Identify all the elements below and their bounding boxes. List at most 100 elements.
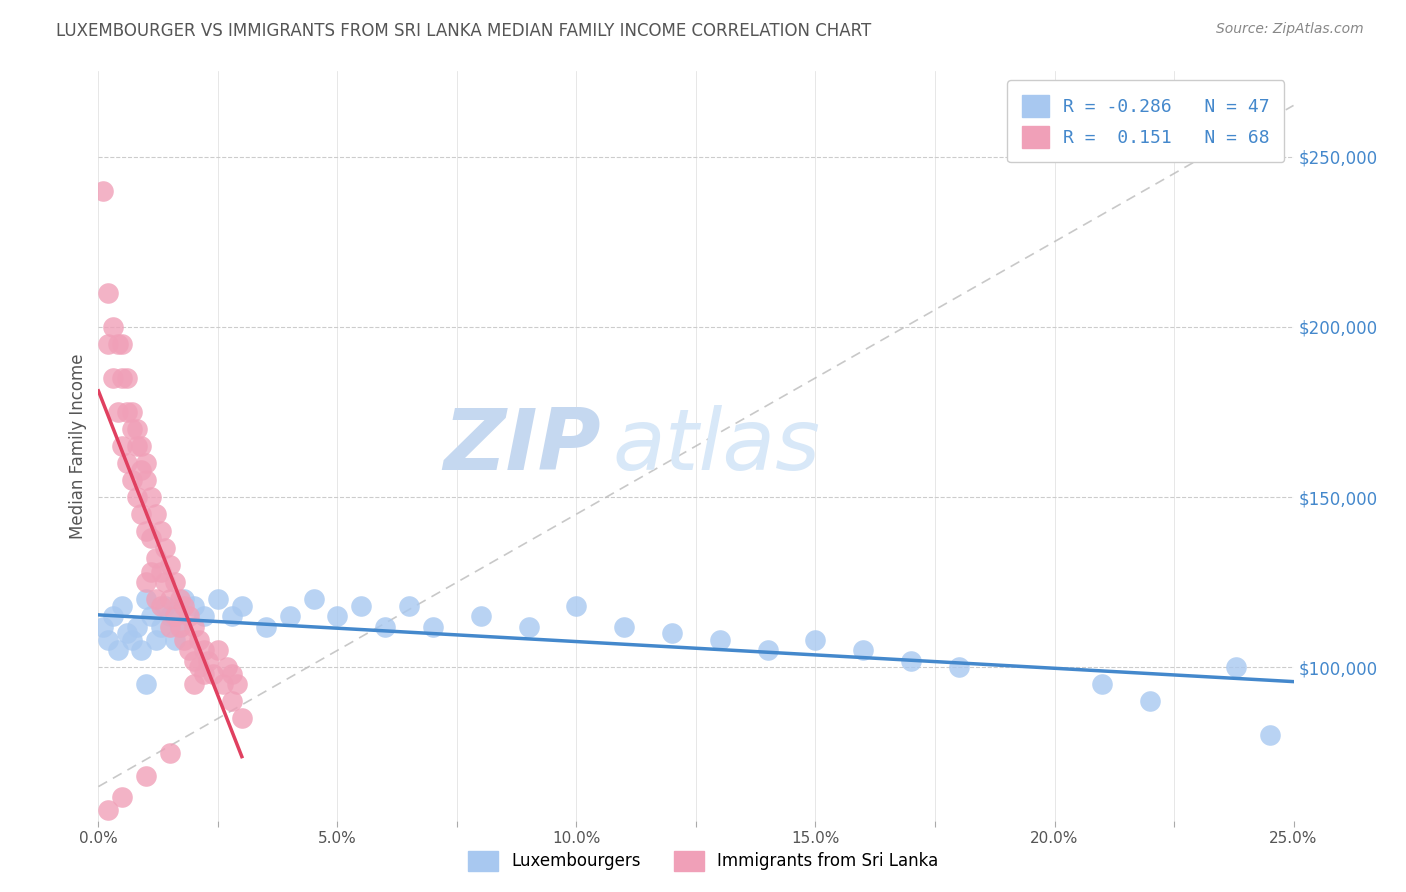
- Point: [756, 643, 779, 657]
- Point: [97, 804, 120, 818]
- Point: [145, 507, 167, 521]
- Point: [125, 490, 148, 504]
- Point: [149, 599, 172, 613]
- Point: [207, 643, 229, 657]
- Point: [131, 643, 153, 657]
- Legend: R = -0.286   N = 47, R =  0.151   N = 68: R = -0.286 N = 47, R = 0.151 N = 68: [1008, 80, 1285, 162]
- Point: [374, 619, 396, 633]
- Point: [709, 633, 731, 648]
- Point: [183, 599, 205, 613]
- Point: [135, 473, 157, 487]
- Point: [900, 654, 922, 668]
- Text: ZIP: ZIP: [443, 404, 600, 488]
- Point: [125, 439, 148, 453]
- Point: [661, 626, 683, 640]
- Point: [221, 694, 243, 708]
- Point: [278, 609, 301, 624]
- Point: [852, 643, 875, 657]
- Point: [193, 667, 215, 681]
- Point: [173, 599, 195, 613]
- Point: [226, 677, 249, 691]
- Point: [107, 643, 129, 657]
- Point: [145, 633, 167, 648]
- Point: [131, 463, 153, 477]
- Point: [115, 371, 138, 385]
- Point: [211, 677, 233, 691]
- Point: [125, 422, 148, 436]
- Point: [398, 599, 420, 613]
- Point: [149, 565, 172, 579]
- Point: [135, 575, 157, 590]
- Point: [183, 619, 205, 633]
- Point: [155, 541, 177, 556]
- Point: [111, 789, 134, 804]
- Point: [193, 643, 215, 657]
- Point: [135, 592, 157, 607]
- Text: LUXEMBOURGER VS IMMIGRANTS FROM SRI LANKA MEDIAN FAMILY INCOME CORRELATION CHART: LUXEMBOURGER VS IMMIGRANTS FROM SRI LANK…: [56, 22, 872, 40]
- Point: [159, 609, 181, 624]
- Point: [131, 507, 153, 521]
- Point: [159, 558, 181, 573]
- Point: [125, 619, 148, 633]
- Point: [179, 609, 201, 624]
- Point: [254, 619, 277, 633]
- Point: [97, 336, 120, 351]
- Point: [111, 336, 134, 351]
- Point: [145, 551, 167, 566]
- Point: [101, 609, 124, 624]
- Point: [91, 619, 114, 633]
- Point: [231, 599, 253, 613]
- Point: [197, 654, 219, 668]
- Point: [565, 599, 588, 613]
- Point: [139, 565, 162, 579]
- Point: [1091, 677, 1114, 691]
- Point: [121, 422, 143, 436]
- Point: [149, 619, 172, 633]
- Point: [111, 371, 134, 385]
- Point: [804, 633, 827, 648]
- Point: [187, 633, 209, 648]
- Point: [183, 654, 205, 668]
- Point: [115, 456, 138, 470]
- Point: [173, 592, 195, 607]
- Point: [470, 609, 492, 624]
- Point: [139, 490, 162, 504]
- Point: [149, 524, 172, 538]
- Text: atlas: atlas: [613, 404, 820, 488]
- Point: [221, 609, 243, 624]
- Point: [221, 667, 243, 681]
- Point: [139, 609, 162, 624]
- Point: [131, 439, 153, 453]
- Point: [350, 599, 373, 613]
- Point: [101, 371, 124, 385]
- Point: [169, 619, 191, 633]
- Point: [517, 619, 540, 633]
- Point: [111, 439, 134, 453]
- Point: [135, 677, 157, 691]
- Text: Source: ZipAtlas.com: Source: ZipAtlas.com: [1216, 22, 1364, 37]
- Point: [121, 405, 143, 419]
- Point: [179, 643, 201, 657]
- Point: [193, 609, 215, 624]
- Point: [163, 633, 186, 648]
- Point: [115, 405, 138, 419]
- Point: [422, 619, 444, 633]
- Point: [183, 677, 205, 691]
- Point: [169, 592, 191, 607]
- Point: [1225, 660, 1247, 674]
- Point: [302, 592, 325, 607]
- Point: [91, 184, 114, 198]
- Point: [207, 592, 229, 607]
- Point: [217, 660, 239, 674]
- Y-axis label: Median Family Income: Median Family Income: [69, 353, 87, 539]
- Point: [173, 633, 195, 648]
- Point: [613, 619, 636, 633]
- Point: [145, 592, 167, 607]
- Point: [159, 619, 181, 633]
- Point: [202, 667, 225, 681]
- Point: [1258, 729, 1281, 743]
- Point: [107, 405, 129, 419]
- Point: [1139, 694, 1161, 708]
- Point: [97, 285, 120, 300]
- Point: [187, 660, 209, 674]
